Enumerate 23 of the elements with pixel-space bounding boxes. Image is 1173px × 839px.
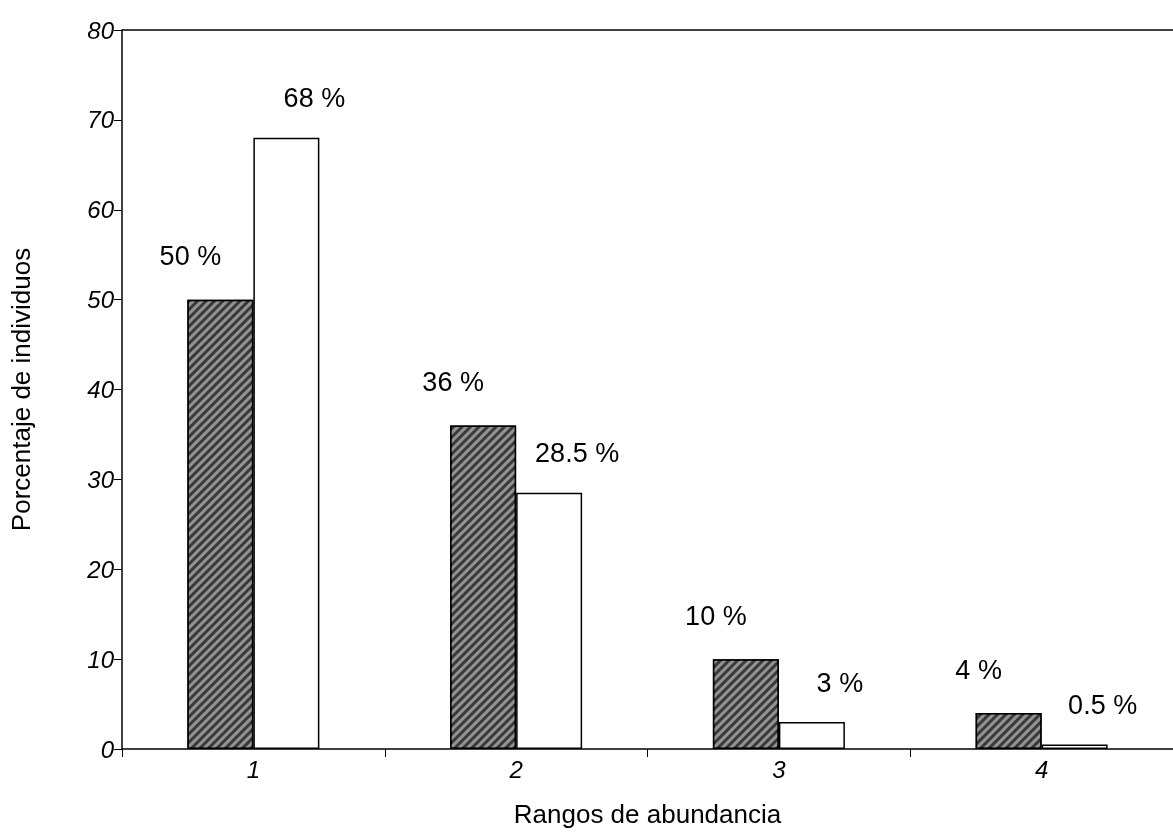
data-label: 28.5 % bbox=[535, 438, 620, 469]
y-tick-label: 40 bbox=[87, 376, 115, 403]
y-axis-title: Porcentaje de individuos bbox=[6, 247, 36, 532]
y-tick-label: 60 bbox=[87, 196, 115, 224]
x-tick-label: 1 bbox=[246, 755, 261, 783]
data-label: 4 % bbox=[955, 654, 1002, 685]
x-axis-title: Rangos de abundancia bbox=[513, 799, 782, 829]
data-label: 0.5 % bbox=[1068, 690, 1138, 721]
data-label: 50 % bbox=[159, 241, 222, 272]
data-label: 36 % bbox=[422, 366, 484, 397]
data-label: 3 % bbox=[816, 667, 864, 698]
y-tick-label: 50 bbox=[87, 286, 115, 314]
y-tick-label: 70 bbox=[87, 106, 115, 134]
x-tick-label: 4 bbox=[1034, 755, 1049, 783]
y-tick-label: 10 bbox=[87, 645, 115, 673]
data-label: 68 % bbox=[283, 83, 346, 114]
y-tick-label: 0 bbox=[100, 735, 115, 763]
y-tick-label: 80 bbox=[87, 16, 115, 44]
y-tick-label: 20 bbox=[86, 555, 115, 583]
x-tick-label: 3 bbox=[772, 755, 787, 783]
x-tick-label: 2 bbox=[508, 755, 523, 783]
data-label: 10 % bbox=[685, 600, 747, 631]
y-tick-label: 30 bbox=[87, 465, 115, 493]
